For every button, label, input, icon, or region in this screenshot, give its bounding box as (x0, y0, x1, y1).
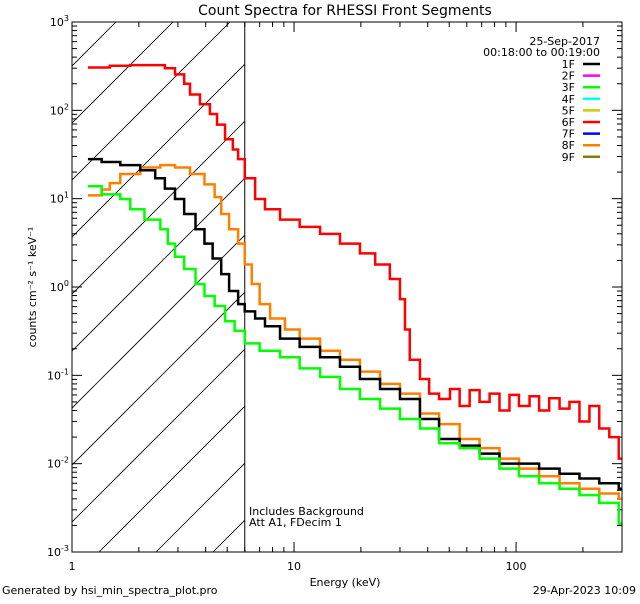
time-range-label: 00:18:00 to 00:19:00 (483, 46, 600, 59)
y-tick-label: 10-3 (47, 544, 69, 559)
y-tick-label: 10-1 (47, 367, 69, 382)
hatched-region (0, 0, 640, 552)
x-tick-label: 1 (69, 560, 76, 573)
y-tick-label: 103 (50, 14, 69, 29)
y-tick-label: 102 (50, 102, 69, 117)
hatch-line (72, 22, 231, 181)
legend-label: 2F (562, 70, 575, 83)
legend-label: 6F (562, 116, 575, 129)
footer-timestamp: 29-Apr-2023 10:09 (533, 584, 636, 597)
series-6F (87, 63, 622, 460)
legend-label: 7F (562, 128, 575, 141)
x-tick-label: 10 (287, 560, 301, 573)
hatch-line (0, 0, 129, 552)
plot-frame (71, 21, 623, 553)
series-3F (87, 185, 622, 525)
legend-label: 1F (562, 58, 575, 71)
series-1F (87, 157, 622, 491)
hatch-line (72, 234, 245, 409)
series-8F (87, 163, 622, 501)
y-tick-label: 101 (50, 191, 69, 206)
x-tick-label: 100 (506, 560, 527, 573)
hatch-line (72, 291, 245, 466)
hatch-line (72, 120, 245, 295)
hatch-line (72, 22, 174, 124)
y-tick-label: 10-2 (47, 456, 69, 471)
axis-ticks (71, 22, 623, 553)
legend-label: 9F (562, 151, 575, 164)
annotation-attenuator: Att A1, FDecim 1 (249, 516, 342, 529)
hatch-line (72, 22, 117, 67)
y-axis-label: counts cm⁻² s⁻¹ keV⁻¹ (26, 227, 39, 348)
annotation-background: Includes Background (249, 505, 364, 518)
chart-title: Count Spectra for RHESSI Front Segments (198, 3, 492, 19)
legend-label: 4F (562, 93, 575, 106)
hatch-line (72, 348, 245, 523)
hatch-line (270, 0, 640, 552)
legend-label: 3F (562, 81, 575, 94)
hatch-line (72, 177, 245, 352)
y-tick-label: 100 (50, 279, 69, 294)
x-axis-label: Energy (keV) (310, 576, 381, 589)
legend-label: 5F (562, 104, 575, 117)
hatch-line (327, 0, 640, 552)
hatch-line (212, 519, 245, 552)
footer-generated-by: Generated by hsi_min_spectra_plot.pro (2, 584, 218, 597)
hatch-line (98, 405, 245, 552)
legend-label: 8F (562, 139, 575, 152)
date-label: 25-Sep-2017 (529, 35, 600, 48)
